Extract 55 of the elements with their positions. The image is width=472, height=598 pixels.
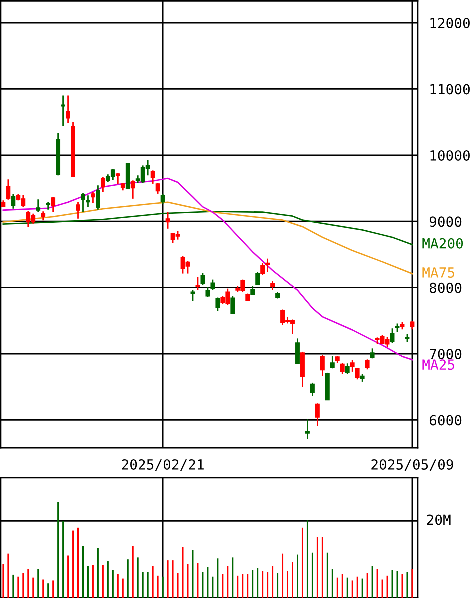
candlestick — [210, 279, 216, 292]
candlestick — [250, 286, 256, 296]
candlestick — [41, 210, 46, 222]
y-tick-label: 9000 — [430, 216, 462, 228]
series-label: MA200 — [422, 238, 464, 249]
candlestick — [310, 382, 315, 397]
candlestick — [100, 176, 106, 193]
candlestick — [96, 184, 100, 211]
candlestick — [11, 193, 16, 210]
y-tick-label: 12000 — [430, 18, 470, 29]
candlestick — [330, 356, 335, 370]
candlestick — [256, 271, 260, 286]
candlestick — [51, 196, 56, 213]
candlestick — [370, 348, 375, 360]
y-tick-label: 11000 — [430, 84, 470, 95]
candlestick — [66, 95, 71, 124]
candlestick — [216, 297, 220, 312]
candlestick — [230, 296, 236, 316]
candlestick — [320, 354, 325, 377]
candlestick — [260, 262, 266, 276]
x-tick-label: 2025/05/09 — [372, 459, 454, 472]
series-label: MA75 — [422, 268, 454, 278]
candlestick — [160, 193, 166, 205]
candlestick — [270, 280, 276, 292]
candlestick — [76, 202, 80, 220]
candlestick — [296, 338, 300, 365]
ref-line-label: 20M — [427, 514, 451, 526]
candlestick — [345, 362, 350, 375]
candlestick — [266, 258, 270, 273]
candlestick — [355, 367, 360, 380]
y-tick-label: 7000 — [430, 349, 462, 360]
candlestick — [91, 192, 96, 204]
line-series — [2, 178, 414, 361]
candlestick — [340, 362, 345, 375]
candlestick — [305, 418, 310, 440]
candlestick — [300, 351, 305, 388]
candlestick — [150, 170, 156, 185]
candlestick — [196, 276, 200, 292]
y-tick-label: 10000 — [430, 150, 470, 161]
y-tick-label: 6000 — [430, 415, 462, 426]
series-label: MA25 — [422, 360, 454, 370]
candlestick — [130, 180, 136, 200]
candlestick — [166, 212, 170, 230]
candlestick — [6, 178, 11, 201]
candlestick — [350, 360, 355, 373]
x-tick-label: 2025/02/21 — [122, 459, 204, 472]
y-tick-label: 8000 — [430, 282, 462, 294]
candlestick — [390, 328, 395, 344]
candlestick — [36, 198, 41, 213]
candlestick — [365, 358, 370, 370]
candlestick — [315, 402, 320, 427]
candlestick — [61, 95, 66, 128]
candlestick — [200, 272, 206, 286]
line-series — [2, 211, 414, 246]
line-series — [2, 202, 414, 275]
